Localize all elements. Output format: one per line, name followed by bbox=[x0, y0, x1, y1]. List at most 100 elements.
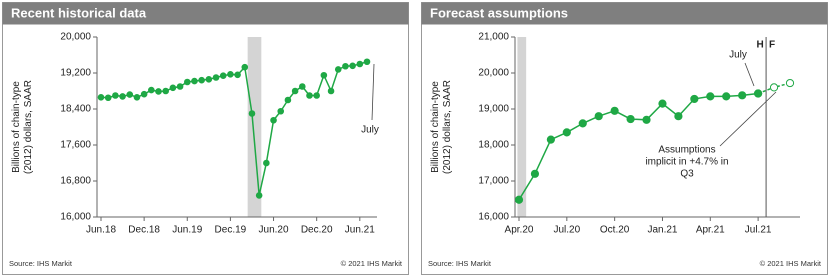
x-tick-label: Jul.21 bbox=[745, 225, 772, 236]
shaded-period bbox=[517, 37, 527, 217]
annotation-leader bbox=[371, 63, 375, 121]
data-point bbox=[594, 112, 603, 121]
y-tick-label: 18,400 bbox=[60, 104, 91, 115]
data-point bbox=[754, 89, 763, 98]
data-point bbox=[530, 169, 540, 178]
data-point bbox=[205, 76, 213, 83]
x-tick-label: Jun.19 bbox=[172, 225, 202, 236]
copyright: © 2021 IHS Markit bbox=[341, 259, 403, 268]
data-point bbox=[578, 119, 587, 128]
y-axis-label-line: (2012) dollars, SAAR bbox=[442, 80, 453, 174]
data-point bbox=[327, 87, 335, 95]
chart-title: Forecast assumptions bbox=[430, 5, 568, 20]
y-tick-label: 20,000 bbox=[60, 32, 91, 43]
data-point bbox=[255, 192, 263, 199]
data-point bbox=[334, 66, 342, 73]
data-point bbox=[270, 116, 277, 124]
data-point bbox=[363, 58, 371, 66]
data-point bbox=[722, 92, 731, 101]
data-point bbox=[176, 83, 184, 90]
data-point bbox=[277, 107, 285, 115]
data-point bbox=[313, 92, 320, 99]
data-point bbox=[769, 83, 779, 92]
data-point bbox=[155, 88, 162, 95]
x-tick-label: Dec.20 bbox=[301, 225, 333, 236]
data-point bbox=[284, 96, 292, 104]
annotation: July bbox=[361, 125, 379, 136]
data-point bbox=[306, 92, 313, 99]
data-point bbox=[320, 71, 328, 79]
y-tick-label: 17,000 bbox=[478, 176, 509, 187]
data-point bbox=[133, 94, 141, 101]
data-point bbox=[234, 71, 241, 79]
divider-label: F bbox=[769, 40, 775, 51]
data-point bbox=[514, 195, 524, 204]
copyright: © 2021 IHS Markit bbox=[760, 259, 822, 268]
data-point bbox=[738, 91, 747, 100]
annotation-leader bbox=[719, 91, 777, 147]
data-point bbox=[263, 159, 270, 167]
x-tick-label: Jun.20 bbox=[259, 225, 289, 236]
y-axis-label: Billions of chain-type(2012) dollars, SA… bbox=[11, 80, 34, 174]
x-tick-label: Jun.21 bbox=[345, 225, 375, 236]
series-line bbox=[518, 92, 759, 201]
data-point bbox=[658, 99, 667, 108]
data-point bbox=[298, 83, 306, 90]
data-point bbox=[342, 62, 349, 70]
data-point bbox=[291, 87, 299, 95]
data-point bbox=[785, 78, 795, 88]
data-point bbox=[148, 86, 155, 94]
y-tick-label: 16,800 bbox=[60, 176, 91, 187]
y-axis-label: Billions of chain-type(2012) dollars, SA… bbox=[430, 80, 453, 174]
source: Source: IHS Markit bbox=[9, 259, 73, 268]
data-point bbox=[610, 106, 619, 115]
annotation: Assumptions bbox=[658, 145, 715, 156]
y-tick-label: 21,000 bbox=[478, 32, 509, 43]
data-point bbox=[227, 71, 234, 78]
divider-label: H bbox=[756, 40, 763, 51]
x-tick-label: Dec.19 bbox=[215, 225, 247, 236]
data-point bbox=[546, 135, 555, 144]
y-tick-label: 18,000 bbox=[478, 140, 509, 151]
x-tick-label: Jun.18 bbox=[86, 225, 116, 236]
annotation: Q3 bbox=[680, 169, 694, 180]
data-point bbox=[212, 74, 220, 81]
series-line bbox=[100, 61, 368, 196]
data-point bbox=[183, 78, 191, 86]
data-point bbox=[706, 92, 715, 101]
y-tick-label: 19,200 bbox=[60, 68, 91, 79]
y-tick-label: 16,000 bbox=[478, 212, 509, 223]
data-point bbox=[169, 84, 177, 92]
data-point bbox=[674, 112, 683, 121]
annotation-leader bbox=[744, 62, 755, 87]
data-point bbox=[162, 87, 170, 95]
y-tick-label: 16,000 bbox=[60, 212, 91, 223]
data-point bbox=[219, 72, 227, 79]
data-point bbox=[562, 128, 571, 137]
shaded-period bbox=[247, 37, 262, 217]
x-tick-label: Jul.20 bbox=[553, 225, 580, 236]
data-point bbox=[349, 62, 356, 70]
x-tick-label: Apr.20 bbox=[505, 225, 534, 236]
data-point bbox=[626, 114, 635, 124]
x-tick-label: Dec.18 bbox=[128, 225, 160, 236]
y-tick-label: 19,000 bbox=[478, 104, 509, 115]
x-tick-label: Jan.21 bbox=[647, 225, 677, 236]
annotation: implicit in +4.7% in bbox=[645, 157, 728, 168]
chart-title: Recent historical data bbox=[11, 5, 147, 20]
data-point bbox=[356, 60, 364, 68]
panel-header bbox=[421, 2, 828, 25]
data-point bbox=[119, 93, 126, 100]
y-tick-label: 17,600 bbox=[60, 140, 91, 151]
x-tick-label: Oct.20 bbox=[600, 225, 630, 236]
data-point bbox=[104, 94, 112, 102]
panel-header bbox=[2, 2, 409, 25]
data-point bbox=[198, 76, 205, 84]
x-tick-label: Apr.21 bbox=[696, 225, 725, 236]
y-tick-label: 20,000 bbox=[478, 68, 509, 79]
data-point bbox=[642, 115, 651, 124]
data-point bbox=[97, 94, 105, 101]
y-axis-label-line: (2012) dollars, SAAR bbox=[23, 80, 34, 174]
data-point bbox=[690, 94, 699, 104]
